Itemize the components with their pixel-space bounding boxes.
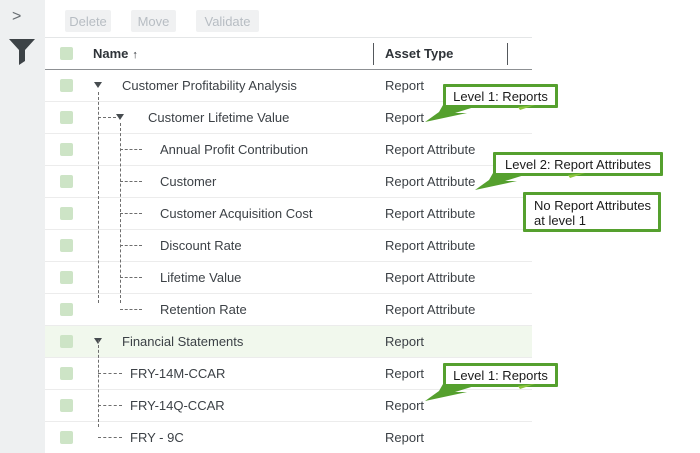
row-asset-type: Report — [385, 110, 425, 125]
row-checkbox[interactable] — [60, 79, 73, 92]
panel-expand-icon[interactable]: > — [12, 8, 22, 25]
row-asset-type: Report Attribute — [385, 270, 476, 285]
callout-text: No Report Attributes — [534, 198, 652, 213]
row-name: Customer — [160, 174, 217, 189]
tree-connector — [120, 213, 142, 214]
row-name: Annual Profit Contribution — [160, 142, 309, 157]
table-row[interactable]: Lifetime Value Report Attribute — [45, 262, 532, 294]
row-checkbox[interactable] — [60, 175, 73, 188]
callout-tail — [425, 384, 535, 401]
table-rows: Customer Profitability Analysis Report C… — [45, 70, 532, 453]
left-sidebar: > — [0, 0, 45, 453]
row-asset-type: Report Attribute — [385, 174, 476, 189]
table-row[interactable]: Financial Statements Report — [45, 326, 532, 358]
delete-button[interactable]: Delete — [65, 10, 111, 32]
tree-line — [120, 122, 121, 303]
row-checkbox[interactable] — [60, 143, 73, 156]
row-name: Retention Rate — [160, 302, 247, 317]
tree-line — [98, 91, 99, 303]
table-row[interactable]: Retention Rate Report Attribute — [45, 294, 532, 326]
tree-connector — [98, 437, 122, 438]
row-asset-type: Report — [385, 398, 425, 413]
table-row[interactable]: Customer Lifetime Value Report — [45, 102, 532, 134]
row-checkbox[interactable] — [60, 111, 73, 124]
tree-connector — [98, 405, 122, 406]
callout-level1-reports-top: Level 1: Reports — [443, 84, 558, 108]
row-asset-type: Report — [385, 366, 425, 381]
column-resize-handle[interactable] — [507, 43, 508, 65]
row-asset-type: Report — [385, 334, 425, 349]
table-row[interactable]: Discount Rate Report Attribute — [45, 230, 532, 262]
row-asset-type: Report Attribute — [385, 142, 476, 157]
row-name: FRY-14M-CCAR — [130, 366, 226, 381]
row-asset-type: Report Attribute — [385, 302, 476, 317]
row-name: Customer Acquisition Cost — [160, 206, 313, 221]
row-name: Discount Rate — [160, 238, 242, 253]
row-name: FRY-14Q-CCAR — [130, 398, 225, 413]
callout-no-report-attrs: No Report Attributes at level 1 — [523, 192, 661, 232]
row-name: Customer Lifetime Value — [148, 110, 290, 125]
row-asset-type: Report Attribute — [385, 238, 476, 253]
table-row[interactable]: Annual Profit Contribution Report Attrib… — [45, 134, 532, 166]
tree-connector — [120, 149, 142, 150]
column-header-name[interactable]: Name ↑ — [93, 38, 138, 69]
column-resize-handle[interactable] — [373, 43, 374, 65]
row-checkbox[interactable] — [60, 239, 73, 252]
callout-text: Level 1: Reports — [453, 88, 548, 104]
tree-connector — [120, 277, 142, 278]
tree-line — [98, 339, 99, 427]
row-name: FRY - 9C — [130, 430, 184, 445]
tree-connector — [120, 245, 142, 246]
validate-button[interactable]: Validate — [196, 10, 259, 32]
row-checkbox[interactable] — [60, 303, 73, 316]
row-checkbox[interactable] — [60, 399, 73, 412]
row-asset-type: Report — [385, 430, 425, 445]
expander-collapse-icon[interactable] — [116, 114, 124, 120]
row-name: Customer Profitability Analysis — [122, 78, 297, 93]
table-row[interactable]: Customer Acquisition Cost Report Attribu… — [45, 198, 532, 230]
row-checkbox[interactable] — [60, 335, 73, 348]
tree-connector — [98, 117, 116, 118]
column-header-asset-type[interactable]: Asset Type — [385, 46, 454, 61]
row-checkbox[interactable] — [60, 271, 73, 284]
callout-text: Level 1: Reports — [453, 367, 548, 383]
table-header: Name ↑ Asset Type — [45, 37, 532, 71]
select-all-checkbox[interactable] — [60, 47, 73, 60]
callout-text: Level 2: Report Attributes — [505, 156, 651, 172]
table-row[interactable]: FRY - 9C Report — [45, 422, 532, 453]
column-name-label: Name — [93, 46, 129, 61]
move-button[interactable]: Move — [131, 10, 176, 32]
callout-level1-reports-bottom: Level 1: Reports — [443, 363, 558, 387]
callout-tail — [425, 105, 535, 122]
callout-tail — [475, 173, 585, 190]
row-asset-type: Report — [385, 78, 425, 93]
row-checkbox[interactable] — [60, 207, 73, 220]
tree-connector — [120, 309, 142, 310]
tree-connector — [98, 373, 122, 374]
table-row[interactable]: Customer Report Attribute — [45, 166, 532, 198]
row-asset-type: Report Attribute — [385, 206, 476, 221]
callout-text: at level 1 — [534, 213, 587, 228]
tree-connector — [120, 181, 142, 182]
callout-level2-report-attrs: Level 2: Report Attributes — [493, 152, 663, 176]
row-name: Financial Statements — [122, 334, 244, 349]
row-name: Lifetime Value — [160, 270, 242, 285]
expander-collapse-icon[interactable] — [94, 82, 102, 88]
filter-funnel-icon[interactable] — [8, 38, 36, 66]
row-checkbox[interactable] — [60, 431, 73, 444]
sort-ascending-icon: ↑ — [132, 49, 138, 61]
row-checkbox[interactable] — [60, 367, 73, 380]
